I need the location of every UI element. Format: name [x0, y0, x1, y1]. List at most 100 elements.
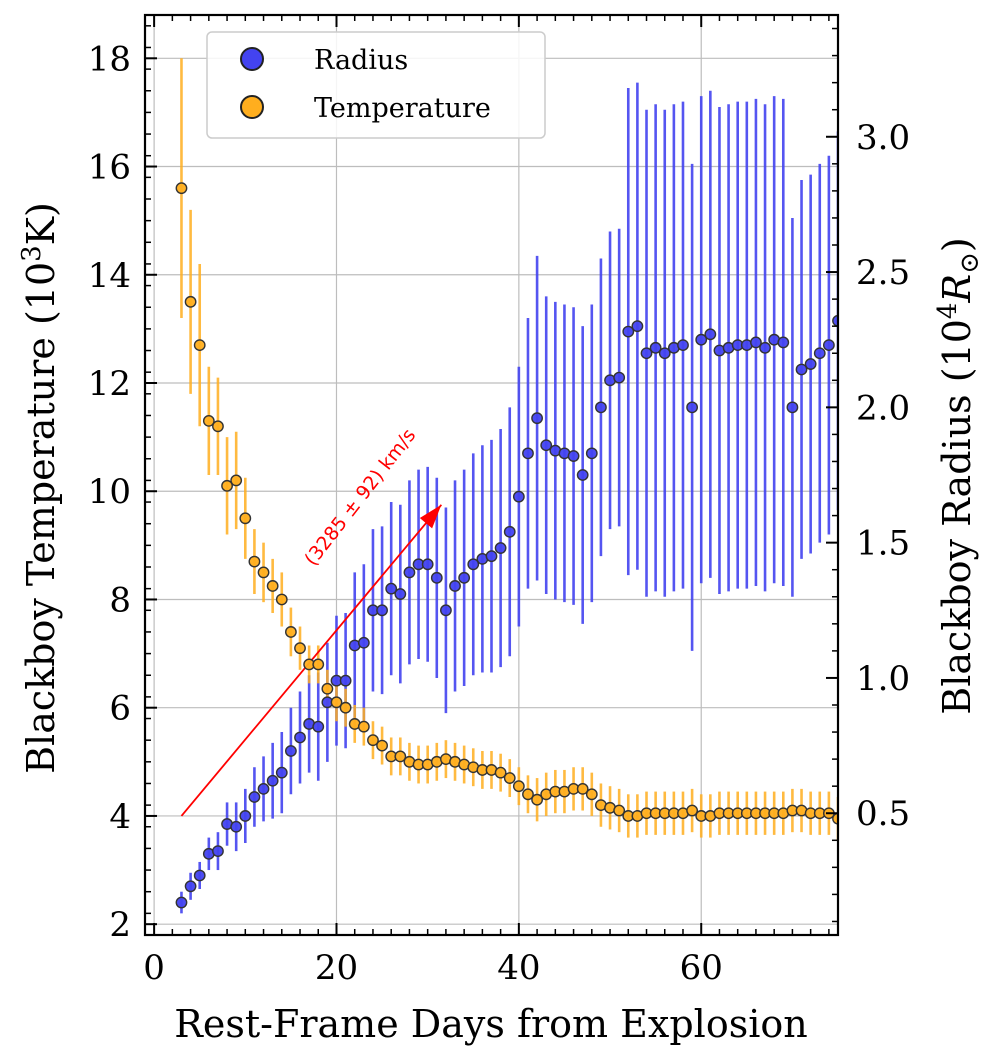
data-point-radius [294, 731, 306, 744]
data-point-radius [467, 558, 480, 571]
data-point-radius [804, 358, 817, 370]
data-point-radius [248, 791, 261, 803]
data-point-radius [704, 328, 717, 341]
data-point-radius [658, 347, 671, 360]
y-right-tick-label: 2.0 [856, 388, 910, 428]
data-point-radius [622, 325, 635, 338]
data-point-radius [759, 341, 771, 354]
data-point-radius [193, 869, 206, 882]
data-point-radius [585, 447, 598, 460]
y-right-axis-label-exponent: 4 [933, 303, 963, 320]
data-point-temperature [257, 566, 270, 579]
x-axis-label: Rest-Frame Days from Explosion [174, 1002, 807, 1046]
data-point-temperature [531, 793, 543, 806]
data-point-radius [795, 363, 808, 376]
data-point-temperature [376, 739, 388, 752]
y-right-tick-label: 1.0 [856, 659, 910, 699]
data-point-radius [485, 550, 498, 563]
y-left-tick-label: 10 [88, 472, 131, 512]
y-right-tick-label: 0.5 [856, 794, 910, 834]
data-point-radius [376, 604, 388, 617]
data-point-temperature [221, 479, 233, 492]
y-left-tick-label: 2 [109, 905, 131, 945]
data-point-temperature [193, 339, 206, 352]
data-point-radius [531, 412, 543, 425]
data-point-radius [239, 810, 252, 822]
legend-marker-radius [240, 47, 264, 71]
data-point-radius [421, 558, 434, 571]
legend-box [206, 31, 546, 139]
velocity-annotation: (3285 ± 92) km/s [300, 425, 420, 571]
data-point-radius [540, 439, 553, 452]
x-tick-label: 0 [143, 948, 165, 988]
data-point-radius [631, 320, 644, 333]
data-point-temperature [248, 555, 261, 568]
data-point-temperature [686, 804, 699, 817]
data-point-temperature [367, 734, 379, 747]
data-point-radius [813, 347, 826, 360]
data-point-temperature [275, 593, 288, 606]
y-right-tick-label: 2.5 [856, 253, 910, 293]
data-point-radius [403, 566, 416, 579]
data-point-radius [312, 720, 325, 733]
y-left-tick-label: 8 [109, 580, 131, 620]
axis-labels: Rest-Frame Days from Explosion Blackboy … [17, 202, 985, 1046]
data-point-radius [257, 782, 270, 795]
data-point-temperature [585, 788, 598, 801]
data-point-radius [640, 347, 653, 360]
data-point-radius [357, 636, 370, 649]
data-point-temperature [394, 750, 407, 763]
data-point-radius [175, 896, 188, 909]
data-point-temperature [266, 580, 279, 592]
data-point-radius [275, 766, 288, 779]
data-point-radius [649, 341, 662, 354]
data-point-radius [385, 582, 398, 595]
data-point-temperature [184, 295, 197, 308]
data-point-radius [576, 469, 589, 481]
data-point-temperature [321, 682, 334, 695]
data-point-temperature [522, 788, 534, 801]
y-left-tick-label: 12 [88, 364, 131, 404]
legend-marker-temperature [240, 95, 264, 119]
data-point-temperature [294, 642, 306, 655]
data-point-temperature [230, 474, 243, 487]
data-point-radius [503, 525, 516, 538]
plot-area: (3285 ± 92) km/s [175, 58, 838, 914]
data-point-temperature [512, 780, 525, 793]
data-point-radius [284, 745, 297, 757]
y-right-tick-label: 3.0 [856, 118, 910, 158]
data-point-radius [394, 588, 407, 600]
x-tick-label: 60 [680, 948, 723, 988]
data-point-temperature [239, 512, 252, 525]
x-tick-label: 20 [315, 948, 358, 988]
data-point-temperature [202, 414, 215, 427]
data-point-radius [512, 490, 525, 503]
y-left-tick-label: 14 [88, 256, 131, 296]
data-point-radius [266, 774, 279, 787]
data-point-radius [567, 450, 580, 462]
data-point-radius [786, 401, 799, 414]
legend-label-temperature: Temperature [314, 93, 491, 124]
data-point-radius [822, 339, 835, 352]
y-left-tick-label: 4 [109, 797, 131, 837]
data-point-radius [695, 333, 708, 346]
data-point-radius [184, 880, 197, 893]
y-left-tick-label: 18 [88, 39, 131, 79]
data-point-temperature [613, 804, 626, 817]
axes-frame: 0 20 40 60 2 4 6 8 10 12 14 16 18 0.5 1.0 1.5 2.0 2.5 3.0 [88, 13, 910, 988]
data-point-radius [449, 580, 461, 592]
data-point-radius [230, 820, 243, 833]
legend: Radius Temperature [206, 31, 546, 139]
data-point-temperature [576, 782, 589, 795]
data-point-radius [613, 371, 626, 384]
data-point-temperature [284, 626, 297, 638]
sun-symbol: ⊙ [955, 252, 985, 274]
data-point-radius [339, 674, 352, 687]
axes-border [143, 13, 840, 937]
legend-label-radius: Radius [314, 45, 408, 76]
y-left-axis-label-exponent: 3 [17, 245, 47, 262]
data-point-radius [522, 447, 534, 460]
x-tick-label: 40 [497, 948, 540, 988]
data-point-temperature [339, 701, 352, 714]
